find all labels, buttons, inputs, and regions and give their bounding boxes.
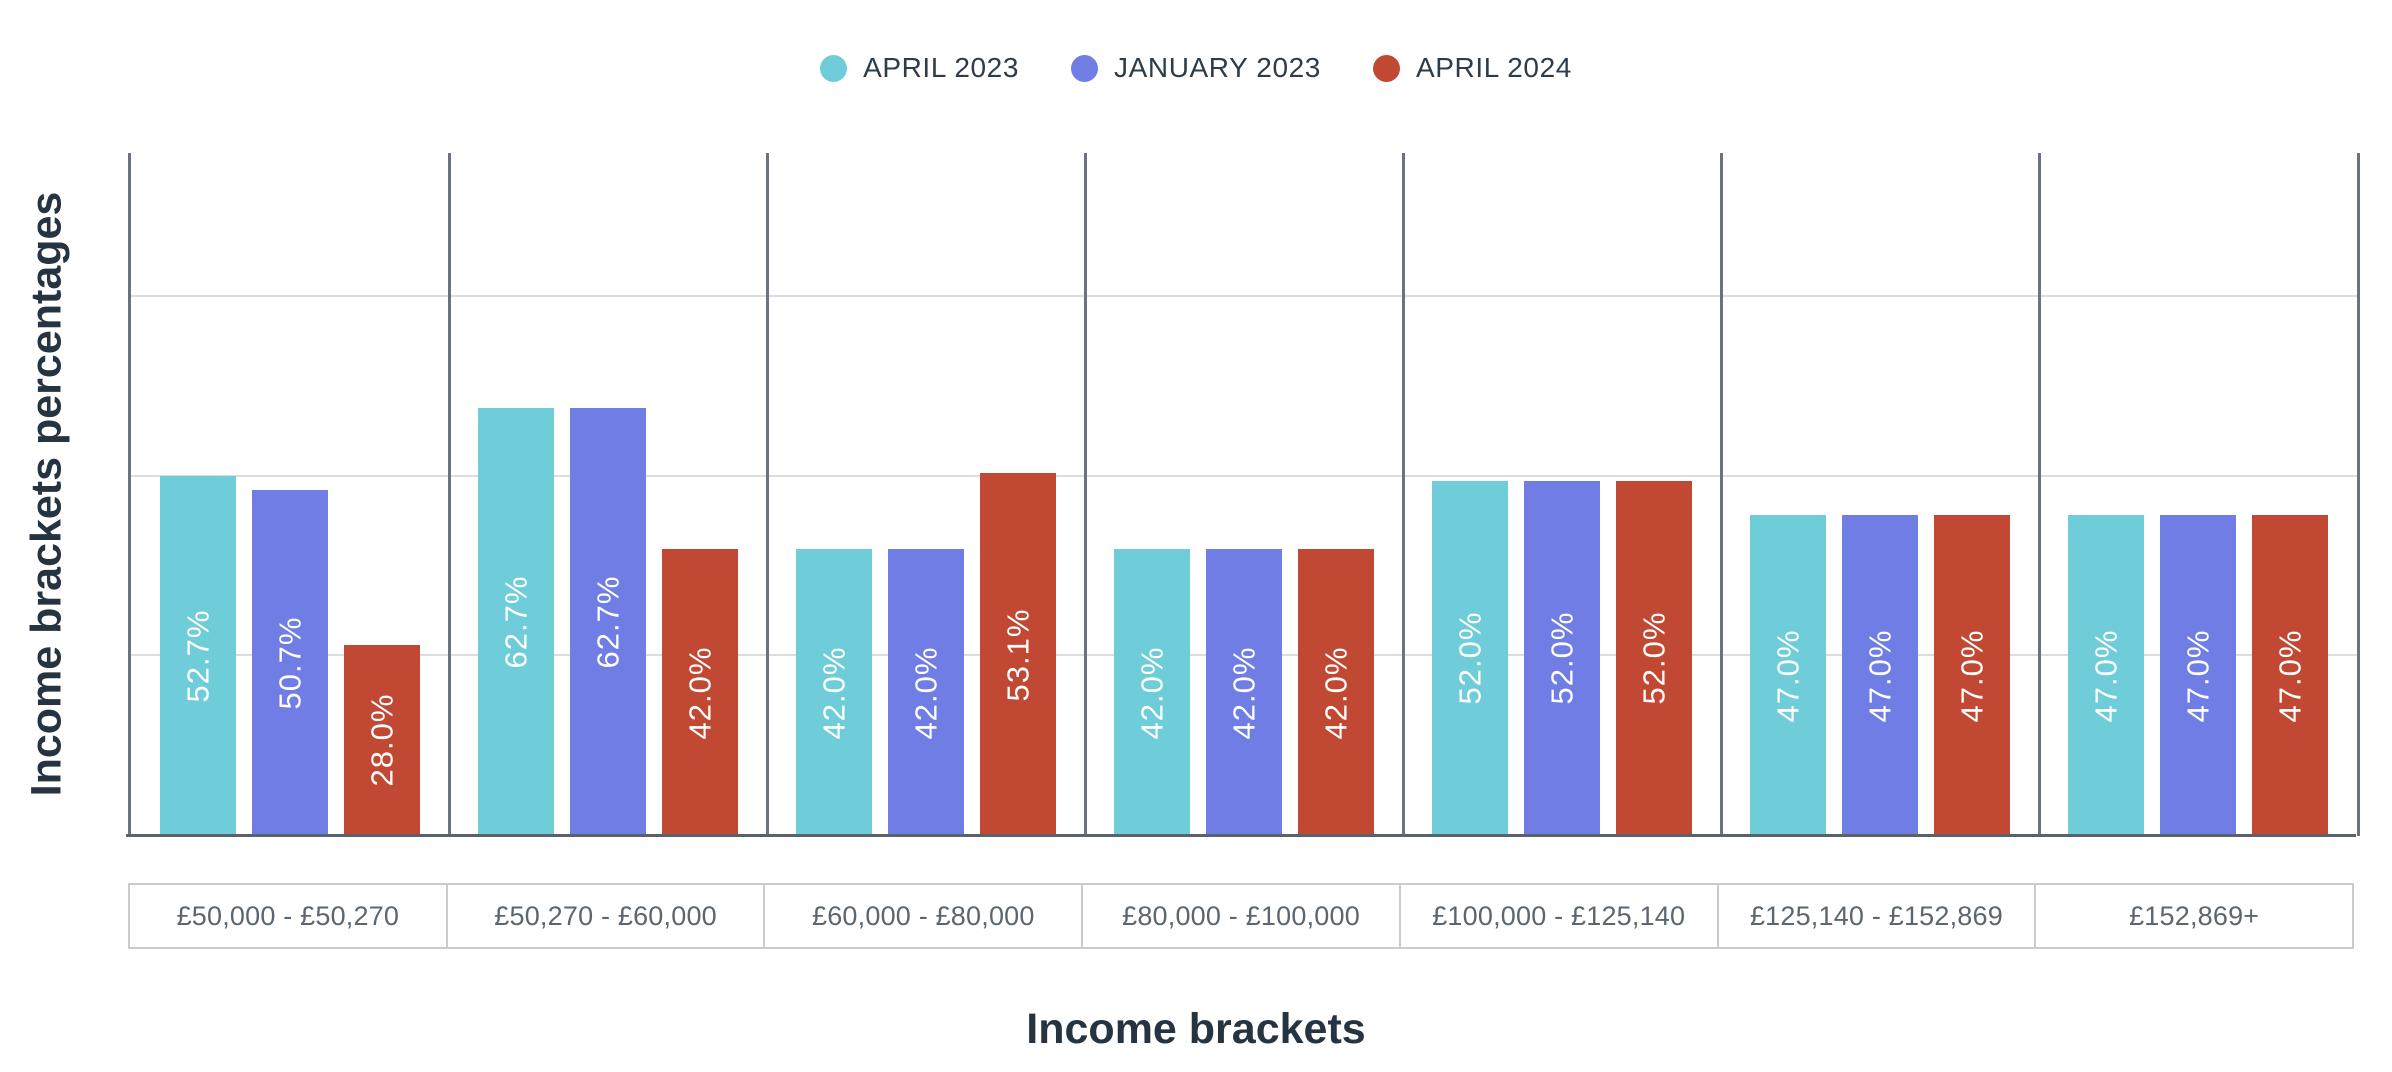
bar-group: 47.0% 47.0% 47.0% — [1721, 153, 2039, 836]
bar-group: 52.7% 50.7% 28.0% — [131, 153, 449, 836]
category-cell: £125,140 - £152,869 — [1719, 885, 2037, 947]
bar-value-label: 62.7% — [590, 575, 625, 669]
category-label: £100,000 - £125,140 — [1432, 900, 1686, 931]
bar-group: 62.7% 62.7% 42.0% — [449, 153, 767, 836]
category-cell: £152,869+ — [2036, 885, 2352, 947]
legend-item[interactable]: APRIL 2024 — [1372, 52, 1572, 84]
category-cell: £50,000 - £50,270 — [130, 885, 448, 947]
category-separator — [766, 153, 769, 836]
category-separator — [448, 153, 451, 836]
bar[interactable]: 62.7% — [570, 407, 646, 836]
bar-value-label: 42.0% — [908, 646, 943, 740]
bar-value-label: 52.0% — [1544, 611, 1579, 705]
bar[interactable]: 47.0% — [1750, 515, 1826, 836]
bar-value-label: 42.0% — [816, 646, 851, 740]
bar-value-label: 50.7% — [272, 616, 307, 710]
category-label: £50,270 - £60,000 — [494, 900, 717, 931]
y-axis-title: Income brackets percentages — [22, 191, 71, 797]
bar-value-label: 42.0% — [1134, 646, 1169, 740]
gridline — [131, 295, 2357, 298]
bar-value-label: 47.0% — [2088, 629, 2123, 722]
bar[interactable]: 62.7% — [478, 407, 554, 836]
category-separator — [1402, 153, 1405, 836]
bar-group: 42.0% 42.0% 42.0% — [1085, 153, 1403, 836]
category-separator — [1720, 153, 1723, 836]
x-axis-title: Income brackets — [1026, 1005, 1366, 1053]
legend-item[interactable]: JANUARY 2023 — [1071, 52, 1321, 84]
bar[interactable]: 52.0% — [1524, 480, 1600, 836]
bar[interactable]: 53.1% — [980, 473, 1056, 836]
bar[interactable]: 47.0% — [2160, 515, 2236, 836]
category-label: £50,000 - £50,270 — [176, 900, 400, 931]
category-separator — [2038, 153, 2041, 836]
bar-value-label: 28.0% — [364, 693, 399, 787]
bar-group: 52.0% 52.0% 52.0% — [1403, 153, 1721, 836]
bar-value-label: 47.0% — [2272, 629, 2307, 722]
category-separator — [1084, 153, 1087, 836]
bar-value-label: 42.0% — [1318, 646, 1353, 740]
category-cell: £100,000 - £125,140 — [1401, 885, 1719, 947]
bar[interactable]: 42.0% — [1114, 549, 1190, 836]
category-cell: £80,000 - £100,000 — [1083, 885, 1401, 947]
bar[interactable]: 52.7% — [160, 476, 236, 836]
bar-value-label: 47.0% — [1954, 629, 1989, 722]
bar-value-label: 62.7% — [498, 575, 533, 669]
legend-dot-icon — [1372, 54, 1400, 82]
bar[interactable]: 52.0% — [1432, 480, 1508, 836]
bar[interactable]: 52.0% — [1616, 480, 1692, 836]
bar-value-label: 47.0% — [2180, 629, 2215, 722]
legend-label: APRIL 2024 — [1415, 52, 1572, 83]
bar-value-label: 53.1% — [1000, 608, 1035, 702]
legend-dot-icon — [820, 54, 848, 82]
category-label: £152,869+ — [2129, 900, 2260, 931]
bar-value-label: 52.0% — [1636, 611, 1671, 705]
bar-value-label: 52.0% — [1452, 611, 1487, 705]
bar[interactable]: 42.0% — [1298, 549, 1374, 836]
bar-group: 47.0% 47.0% 47.0% — [2039, 153, 2357, 836]
category-cell: £60,000 - £80,000 — [765, 885, 1084, 947]
category-axis: £50,000 - £50,270 £50,270 - £60,000 £60,00… — [128, 883, 2354, 949]
bar[interactable]: 42.0% — [888, 549, 964, 836]
legend: APRIL 2023 JANUARY 2023 APRIL 2024 — [0, 52, 2392, 84]
bar-value-label: 42.0% — [1226, 646, 1261, 740]
category-label: £60,000 - £80,000 — [812, 900, 1035, 931]
bar[interactable]: 42.0% — [1206, 549, 1282, 836]
category-cell: £50,270 - £60,000 — [448, 885, 766, 947]
gridline — [131, 474, 2357, 477]
plot-area: 52.7% 50.7% 28.0% 62.7% 62.7% 42.0% 42.0% 42.0%… — [128, 153, 2360, 836]
bar[interactable]: 47.0% — [2068, 515, 2144, 836]
bar[interactable]: 47.0% — [1934, 515, 2010, 836]
bar[interactable]: 28.0% — [344, 644, 420, 836]
bar[interactable]: 42.0% — [796, 549, 872, 836]
bar-value-label: 47.0% — [1862, 629, 1897, 722]
bar-value-label: 52.7% — [180, 609, 215, 703]
legend-item[interactable]: APRIL 2023 — [820, 52, 1019, 84]
bar[interactable]: 47.0% — [1842, 515, 1918, 836]
legend-label: JANUARY 2023 — [1114, 52, 1321, 83]
bar-value-label: 47.0% — [1770, 629, 1805, 722]
bar[interactable]: 47.0% — [2252, 515, 2328, 836]
bar[interactable]: 42.0% — [662, 549, 738, 836]
bar[interactable]: 50.7% — [252, 489, 328, 836]
category-label: £80,000 - £100,000 — [1122, 900, 1360, 931]
bar-value-label: 42.0% — [682, 646, 717, 740]
bar-group: 42.0% 42.0% 53.1% — [767, 153, 1085, 836]
x-axis-line — [126, 834, 2356, 837]
legend-dot-icon — [1071, 54, 1099, 82]
legend-label: APRIL 2023 — [863, 52, 1020, 83]
category-label: £125,140 - £152,869 — [1749, 900, 2003, 931]
